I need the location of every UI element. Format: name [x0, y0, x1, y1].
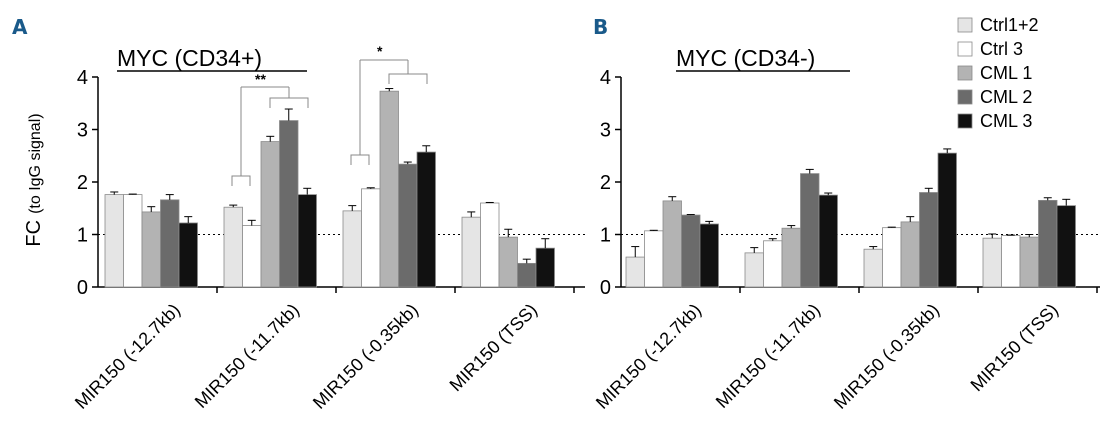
panel-a-y-tick-label: 1 — [77, 225, 88, 247]
y-label-sub: (to IgG signal) — [27, 113, 44, 213]
panel-b-bar — [625, 256, 645, 288]
panel-b-x-tick-label: MIR150 (-0.35kb) — [830, 300, 943, 413]
panel-letter-a: A — [12, 15, 28, 39]
panel-b-bar — [1019, 236, 1039, 288]
panel-a-bar — [480, 202, 500, 288]
panel-a-bar — [517, 262, 537, 288]
panel-a-title: MYC (CD34+) — [117, 45, 262, 71]
panel-b-bar — [763, 240, 783, 288]
panel-a-bar — [461, 216, 481, 288]
bracket-ctrl-035 — [350, 154, 370, 165]
panel-b-y-tick-label: 1 — [600, 225, 611, 247]
panel-a-bar — [379, 90, 399, 288]
panel-b-bar — [1001, 235, 1021, 288]
legend-swatch — [957, 65, 973, 81]
panel-b-bar — [744, 252, 764, 288]
panel-b-bar — [644, 230, 664, 288]
panel-b-bar — [662, 200, 682, 288]
panel-b-bar — [900, 221, 920, 288]
significance-star-double: ** — [255, 71, 266, 87]
panel-a-bar — [104, 194, 124, 288]
panel-a-bar — [361, 188, 381, 288]
panel-b-bar — [937, 152, 957, 288]
panel-a-bar — [178, 222, 198, 288]
panel-a-bar — [398, 163, 418, 288]
y-label-main: FC — [23, 220, 45, 247]
panel-b-y-tick-label: 0 — [600, 277, 611, 299]
panel-a-bar — [260, 141, 280, 288]
legend-label: CML 1 — [980, 63, 1032, 83]
panel-a-bar — [160, 199, 180, 288]
panel-a-bar — [342, 210, 362, 288]
bracket-ctrl-117 — [231, 175, 251, 186]
legend: Ctrl1+2 Ctrl 3 CML 1 CML 2 CML 3 — [957, 15, 1039, 131]
panel-a-bar — [242, 225, 262, 288]
panel-a-bar — [498, 236, 518, 288]
panel-a-x-tick-label: MIR150 (TSS) — [446, 300, 541, 395]
panel-a-x-tick-label: MIR150 (-11.7kb) — [191, 300, 303, 412]
significance-brackets — [231, 59, 428, 186]
panel-a-y-tick-label: 2 — [77, 172, 88, 194]
panel-a-bar — [535, 247, 555, 288]
panel-b-y-tick-label: 2 — [600, 172, 611, 194]
panel-b-bar — [681, 214, 701, 288]
panel-b-y-tick-label: 3 — [600, 120, 611, 142]
panel-b-bar — [699, 223, 719, 288]
panel-b-title: MYC (CD34-) — [676, 45, 815, 71]
panel-a-bar — [123, 194, 143, 288]
panel-b-bar — [818, 194, 838, 288]
panel-a-y-tick-label: 3 — [77, 120, 88, 142]
legend-label: CML 3 — [980, 111, 1032, 131]
panel-letter-b: B — [593, 15, 608, 39]
panel-b-bar — [781, 227, 801, 288]
panel-a-bar — [223, 206, 243, 288]
panel-a-bar — [297, 194, 317, 288]
bracket-cml-035 — [388, 73, 428, 84]
svg-text:FC(to IgG signal): FC (to IgG signal) — [23, 113, 45, 246]
panel-b-bar — [863, 248, 883, 288]
legend-label: CML 2 — [980, 87, 1032, 107]
panel-b-bar — [882, 227, 902, 288]
panel-a-y-tick-label: 4 — [77, 67, 88, 89]
panel-b-bar — [800, 173, 820, 288]
panel-b-bar — [1056, 205, 1076, 288]
panel-b-bar — [1038, 199, 1058, 288]
panel-b-x-tick-label: MIR150 (-12.7kb) — [592, 300, 705, 413]
panel-a-y-label: FC (to IgG signal) — [23, 113, 45, 246]
legend-label: Ctrl 3 — [980, 39, 1023, 59]
panel-b-y-tick-label: 4 — [600, 67, 611, 89]
panel-a-bar — [416, 151, 436, 288]
panel-b-x-tick-label: MIR150 (TSS) — [967, 300, 1062, 395]
legend-swatch — [957, 41, 973, 57]
panel-a-x-tick-label: MIR150 (-12.7kb) — [71, 300, 184, 413]
panel-b-bar — [919, 192, 939, 288]
legend-swatch — [957, 113, 973, 129]
bracket-cml-117 — [269, 97, 309, 108]
legend-label: Ctrl1+2 — [980, 15, 1039, 35]
panel-b-x-tick-label: MIR150 (-11.7kb) — [712, 300, 824, 412]
significance-star-single: * — [377, 43, 383, 59]
panel-a-bar — [141, 211, 161, 288]
panel-a-y-tick-label: 0 — [77, 277, 88, 299]
legend-swatch — [957, 17, 973, 33]
panel-a-x-tick-label: MIR150 (-0.35kb) — [309, 300, 422, 413]
legend-swatch — [957, 89, 973, 105]
panel-a-bar — [279, 120, 299, 288]
panel-b-bar — [982, 237, 1002, 288]
